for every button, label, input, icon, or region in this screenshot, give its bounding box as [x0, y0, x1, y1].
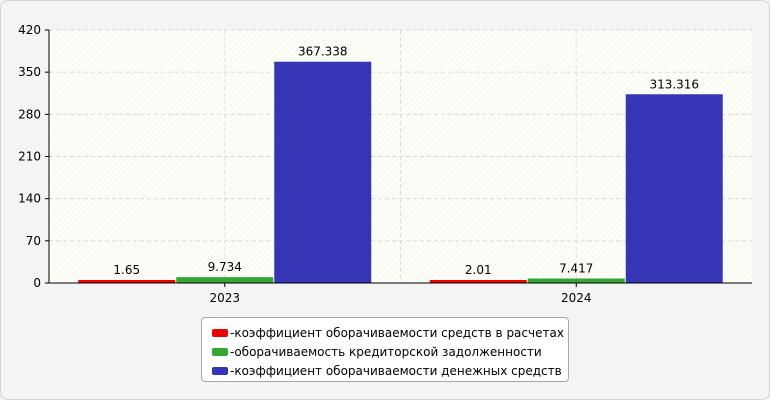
- y-tick-label: 210: [18, 150, 41, 164]
- y-tick-label: 350: [18, 65, 41, 79]
- value-label: 367.338: [298, 45, 348, 59]
- bars: [78, 61, 723, 284]
- y-axis-tick-labels: 0 70 140 210 280 350 420: [18, 23, 49, 290]
- bar: [176, 277, 274, 283]
- value-labels: 1.65 9.734 367.338 2.01 7.417 313.316: [113, 45, 699, 277]
- legend-item: - коэффициент оборачиваемости средств в …: [212, 323, 568, 342]
- x-tick-label: 2024: [561, 291, 592, 305]
- bar: [429, 280, 527, 283]
- legend-prefix: -: [230, 363, 235, 378]
- y-tick-label: 280: [18, 107, 41, 121]
- chart-legend: - коэффициент оборачиваемости средств в …: [201, 317, 569, 382]
- bar: [625, 94, 723, 284]
- bar: [274, 61, 372, 283]
- legend-prefix: -: [230, 325, 235, 340]
- y-tick-label: 0: [33, 276, 41, 290]
- x-axis-tick-labels: 2023 2024: [209, 283, 592, 305]
- value-label: 9.734: [208, 260, 242, 274]
- y-tick-label: 140: [18, 192, 41, 206]
- legend-item: - коэффициент оборачиваемости денежных с…: [212, 361, 568, 380]
- x-tick-label: 2023: [209, 291, 240, 305]
- y-tick-label: 70: [26, 234, 41, 248]
- legend-swatch-series-1: [212, 328, 228, 337]
- value-label: 7.417: [559, 262, 593, 276]
- legend-swatch-series-3: [212, 366, 228, 375]
- value-label: 1.65: [113, 263, 140, 277]
- y-tick-label: 420: [18, 23, 41, 37]
- legend-label: коэффициент оборачиваемости средств в ра…: [234, 325, 564, 340]
- legend-label: оборачиваемость кредиторской задолженнос…: [234, 344, 542, 359]
- legend-swatch-series-2: [212, 347, 228, 356]
- bar: [78, 280, 176, 283]
- legend-item: - оборачиваемость кредиторской задолженн…: [212, 342, 568, 361]
- legend-label: коэффициент оборачиваемости денежных сре…: [234, 363, 562, 378]
- grid-lines: [49, 29, 752, 283]
- bar-chart: 0 70 140 210 280 350 420 1.65 9.734 367.338 2.01 7…: [18, 23, 752, 305]
- value-label: 313.316: [649, 77, 699, 91]
- value-label: 2.01: [465, 263, 492, 277]
- legend-prefix: -: [230, 344, 235, 359]
- bar: [527, 278, 625, 283]
